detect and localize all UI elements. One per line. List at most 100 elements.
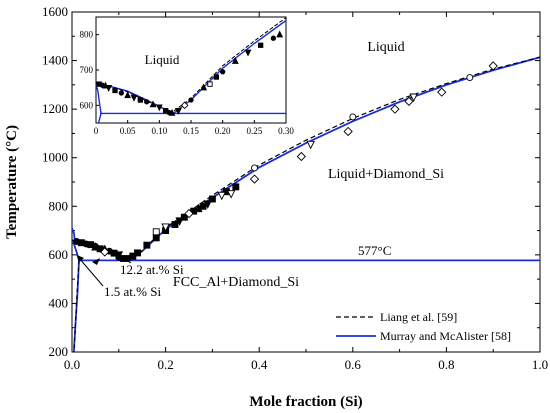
solubility-arrowhead-small bbox=[92, 258, 100, 265]
data-point-open-diamond bbox=[249, 174, 260, 184]
x-tick-label: 0.2 bbox=[157, 357, 173, 372]
x-tick-label: 0.4 bbox=[251, 357, 268, 372]
inset-frame bbox=[95, 16, 287, 124]
data-point-filled-square bbox=[232, 183, 240, 191]
inset-data-point bbox=[244, 49, 252, 57]
data-point-filled-triangle-down bbox=[114, 251, 124, 260]
data-point-filled-square bbox=[199, 202, 207, 210]
inset-data-point bbox=[168, 108, 176, 116]
data-point-open-diamond bbox=[100, 247, 110, 257]
solubility-arrowhead bbox=[77, 255, 84, 262]
solubility-label: 1.5 at.% Si bbox=[104, 284, 161, 299]
inset-data-point bbox=[137, 97, 143, 103]
data-point-open-diamond bbox=[404, 96, 414, 107]
region-label-liquid: Liquid bbox=[367, 40, 404, 55]
y-tick-label: 600 bbox=[49, 247, 69, 262]
y-tick-label: 400 bbox=[49, 295, 69, 310]
inset-data-point bbox=[258, 42, 264, 48]
data-point-filled-square bbox=[171, 221, 179, 228]
inset-data-point bbox=[188, 97, 194, 103]
data-point-open-diamond bbox=[343, 126, 353, 137]
data-point-open-diamond bbox=[488, 61, 498, 71]
data-point-open-square bbox=[152, 228, 160, 236]
data-point-open-triangle-down bbox=[161, 223, 170, 232]
legend: Liang et al. [59] Murray and McAlister [… bbox=[336, 310, 511, 343]
inset-data-point bbox=[144, 99, 150, 105]
inset-x-tick-label: 0.30 bbox=[278, 126, 294, 136]
data-point-filled-triangle-up bbox=[194, 203, 203, 213]
inset-data-point bbox=[270, 35, 276, 41]
inset-data-point bbox=[118, 90, 124, 96]
inset-x-tick-label: 0 bbox=[94, 126, 99, 136]
eutectic-comp-arrowhead bbox=[121, 257, 128, 262]
data-point-open-triangle-down bbox=[217, 191, 226, 201]
inset-region-label-liquid: Liquid bbox=[145, 52, 180, 67]
inset-plot: 0 0.05 0.10 0.15 0.20 0.25 0.30 600 700 800 Liqui… bbox=[80, 16, 295, 136]
inset-y-tick-label: 600 bbox=[80, 100, 94, 110]
legend-label-murray: Murray and McAlister [58] bbox=[380, 329, 511, 343]
inset-data-point bbox=[149, 100, 157, 108]
inset-data-point bbox=[124, 91, 132, 99]
data-point-filled-square bbox=[134, 249, 141, 257]
y-tick-label: 1200 bbox=[42, 101, 68, 116]
data-point-open-diamond bbox=[437, 87, 447, 97]
data-point-open-circle bbox=[251, 164, 258, 172]
inset-data-point bbox=[174, 107, 182, 115]
region-label-fcc-diamond: FCC_Al+Diamond_Si bbox=[173, 275, 299, 290]
inset-x-tick-label: 0.15 bbox=[183, 126, 199, 136]
y-axis-label: Temperature (°C) bbox=[4, 125, 20, 239]
inset-data-point bbox=[130, 94, 138, 102]
data-point-open-triangle-down bbox=[226, 190, 236, 199]
data-point-open-diamond bbox=[296, 151, 306, 162]
x-tick-label: 1.0 bbox=[532, 357, 548, 372]
data-point-open-circle bbox=[466, 74, 474, 82]
main-axis-ticks: 0.0 0.2 0.4 0.6 0.8 1.0 200 400 600 800 1000 1200 14… bbox=[42, 4, 548, 372]
data-point-open-triangle-down bbox=[409, 93, 418, 103]
inset-data-point bbox=[231, 56, 239, 64]
inset-data-point bbox=[207, 81, 213, 87]
inset-x-tick-label: 0.25 bbox=[246, 126, 262, 136]
data-point-filled-triangle-down bbox=[203, 200, 212, 209]
data-point-filled-circle bbox=[82, 240, 90, 248]
inset-data-point bbox=[112, 87, 118, 94]
x-tick-label: 0.8 bbox=[438, 357, 454, 372]
inset-y-tick-label: 800 bbox=[80, 30, 94, 40]
region-label-liquid-diamond: Liquid+Diamond_Si bbox=[328, 167, 444, 182]
murray-solidus-curve bbox=[71, 227, 76, 241]
inset-data-point bbox=[200, 83, 208, 91]
data-point-filled-circle bbox=[73, 238, 81, 245]
inset-x-tick-label: 0.10 bbox=[151, 126, 167, 136]
solubility-arrow bbox=[78, 257, 104, 287]
inset-data-point bbox=[180, 101, 189, 110]
inset-data-point bbox=[105, 85, 113, 92]
inset-data-point bbox=[276, 30, 284, 38]
inset-x-tick-label: 0.20 bbox=[215, 126, 231, 136]
x-tick-label: 0.0 bbox=[64, 357, 80, 372]
y-tick-label: 1400 bbox=[42, 53, 68, 68]
liang-solvus-curve bbox=[73, 260, 80, 353]
y-tick-label: 800 bbox=[49, 198, 69, 213]
eutectic-comp-label: 12.2 at.% Si bbox=[120, 262, 184, 277]
data-point-open-diamond bbox=[390, 104, 400, 114]
data-point-open-diamond bbox=[184, 208, 194, 219]
data-point-filled-triangle-up bbox=[91, 242, 100, 251]
main-experimental-points bbox=[73, 61, 498, 262]
inset-solvus-curve bbox=[95, 83, 102, 124]
inset-experimental-points bbox=[96, 30, 284, 116]
y-tick-label: 1000 bbox=[42, 150, 68, 165]
inset-y-tick-label: 700 bbox=[80, 65, 94, 75]
legend-label-liang: Liang et al. [59] bbox=[380, 310, 457, 324]
inset-data-point bbox=[155, 104, 163, 112]
x-axis-label: Mole fraction (Si) bbox=[249, 394, 362, 410]
y-tick-label: 200 bbox=[49, 344, 69, 359]
eutectic-temp-label: 577°C bbox=[358, 243, 391, 258]
y-tick-label: 1600 bbox=[42, 4, 68, 19]
data-point-filled-square bbox=[180, 213, 188, 221]
inset-axis-ticks: 0 0.05 0.10 0.15 0.20 0.25 0.30 600 700 800 bbox=[80, 30, 295, 136]
data-point-open-triangle-down bbox=[306, 140, 315, 150]
data-point-open-circle bbox=[349, 113, 357, 121]
inset-data-point bbox=[213, 74, 219, 80]
data-point-filled-square bbox=[208, 195, 216, 203]
data-point-filled-square bbox=[152, 234, 160, 242]
